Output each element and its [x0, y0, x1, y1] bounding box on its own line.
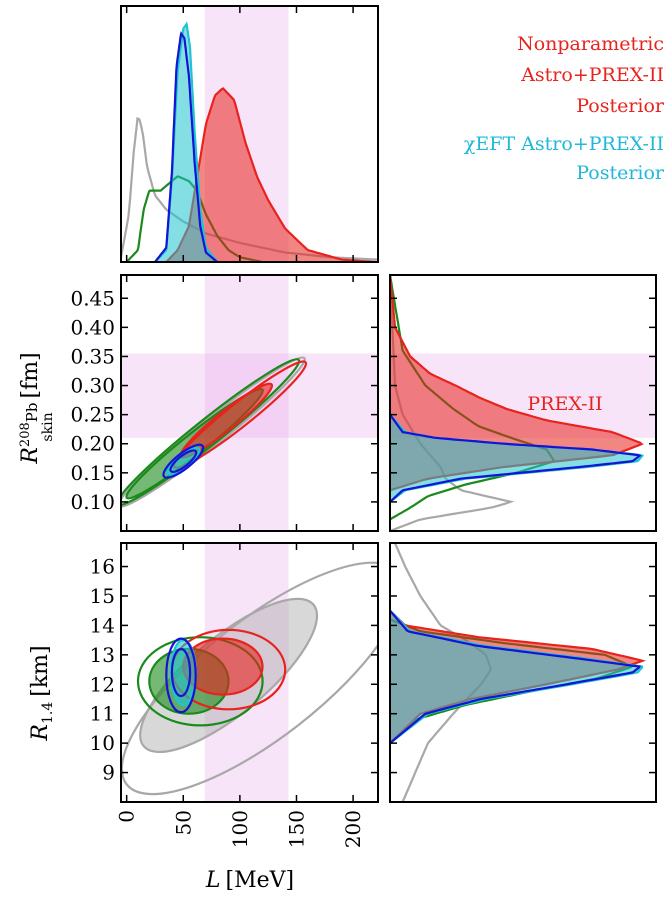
rskin-tick-label-0.45: 0.45 — [70, 286, 115, 310]
panel-frame-botR — [389, 542, 657, 803]
contour-green-1 — [136, 636, 264, 727]
r14-axis-label: R1.4[km] — [28, 645, 56, 741]
L_marginal-fill-red — [166, 88, 376, 262]
frame-layer — [120, 5, 657, 803]
r14-tick-label-9: 9 — [102, 761, 115, 785]
plot-layer — [121, 21, 646, 802]
contour-green-1 — [121, 358, 301, 507]
x-tick-label-100: 100 — [228, 810, 252, 848]
panel-frame-botL — [120, 542, 379, 803]
rskin-tick-label-0.15: 0.15 — [70, 461, 115, 485]
rskin-tick-label-0.2: 0.20 — [70, 432, 115, 456]
l-axis-label: L [MeV] — [205, 868, 294, 893]
panel-L-R14-joint — [121, 561, 378, 796]
rskin-tick-label-0.4: 0.40 — [70, 315, 115, 339]
r14-tick-label-10: 10 — [90, 731, 115, 755]
contour-blue-1 — [162, 443, 205, 479]
Rskin_marginal-fill-red — [390, 275, 642, 491]
x-tick-label-50: 50 — [171, 810, 195, 835]
contour-blue-0 — [170, 647, 192, 698]
R14_marginal-fill-cyan — [390, 610, 642, 744]
rskin-tick-label-0.1: 0.10 — [70, 490, 115, 514]
contour-gray-1 — [121, 561, 378, 796]
r14-tick-label-14: 14 — [90, 613, 115, 637]
contour-blue-1 — [165, 637, 197, 714]
x-tick-label-200: 200 — [341, 810, 365, 848]
rskin-tick-label-0.3: 0.30 — [70, 374, 115, 398]
tick-layer: 0 50 100 150 200 0.10 0.15 0.20 0.25 0.30 0.35 0.40… — [70, 6, 656, 848]
legend-nonparametric-line-1: Nonparametric — [517, 33, 664, 55]
L_marginal-line-red — [165, 87, 376, 262]
panel-L-marginal — [121, 21, 378, 262]
rskin-tick-label-0.25: 0.25 — [70, 403, 115, 427]
L_marginal-line-cyan — [154, 21, 219, 262]
panel-frame-midL — [120, 274, 379, 532]
svg-text:R208Pb[fm]: R208Pb[fm] — [18, 352, 43, 464]
contour-blue-0 — [169, 449, 198, 474]
Rskin_marginal-line-blue — [390, 413, 642, 503]
panel-R14-marginal — [390, 543, 646, 802]
x-tick-label-0: 0 — [115, 810, 139, 823]
r14-tick-label-15: 15 — [90, 584, 115, 608]
svg-text:L[MeV]: L [MeV] — [205, 868, 294, 893]
rskin-tick-label-0.35: 0.35 — [70, 344, 115, 368]
r14-tick-label-12: 12 — [90, 672, 115, 696]
svg-text:R1.4[km]: R1.4[km] — [28, 645, 56, 741]
panel-frame-midR — [389, 274, 657, 532]
r14-tick-label-11: 11 — [90, 702, 115, 726]
R14_marginal-line-blue — [390, 609, 641, 744]
legend-nonparametric-line-3: Posterior — [576, 95, 664, 117]
rskin-axis-label: R208Pb[fm] skin — [18, 352, 56, 464]
legend-chieft-line-1: χEFT Astro+PREX-II — [463, 133, 664, 155]
prex-band-label: PREX-II — [527, 393, 602, 415]
legend-chieft-line-2: Posterior — [576, 162, 664, 184]
panel-frame-topL — [120, 5, 379, 263]
legend-nonparametric-line-2: Astro+PREX-II — [521, 64, 664, 86]
r14-tick-label-16: 16 — [90, 555, 115, 579]
x-tick-label-150: 150 — [285, 810, 309, 848]
panel-Rskin-marginal — [390, 275, 645, 531]
panel-L-Rskin-joint — [121, 356, 308, 508]
svg-text:skin: skin — [40, 412, 56, 441]
L_marginal-line-blue — [154, 31, 218, 262]
r14-tick-label-13: 13 — [90, 643, 115, 667]
